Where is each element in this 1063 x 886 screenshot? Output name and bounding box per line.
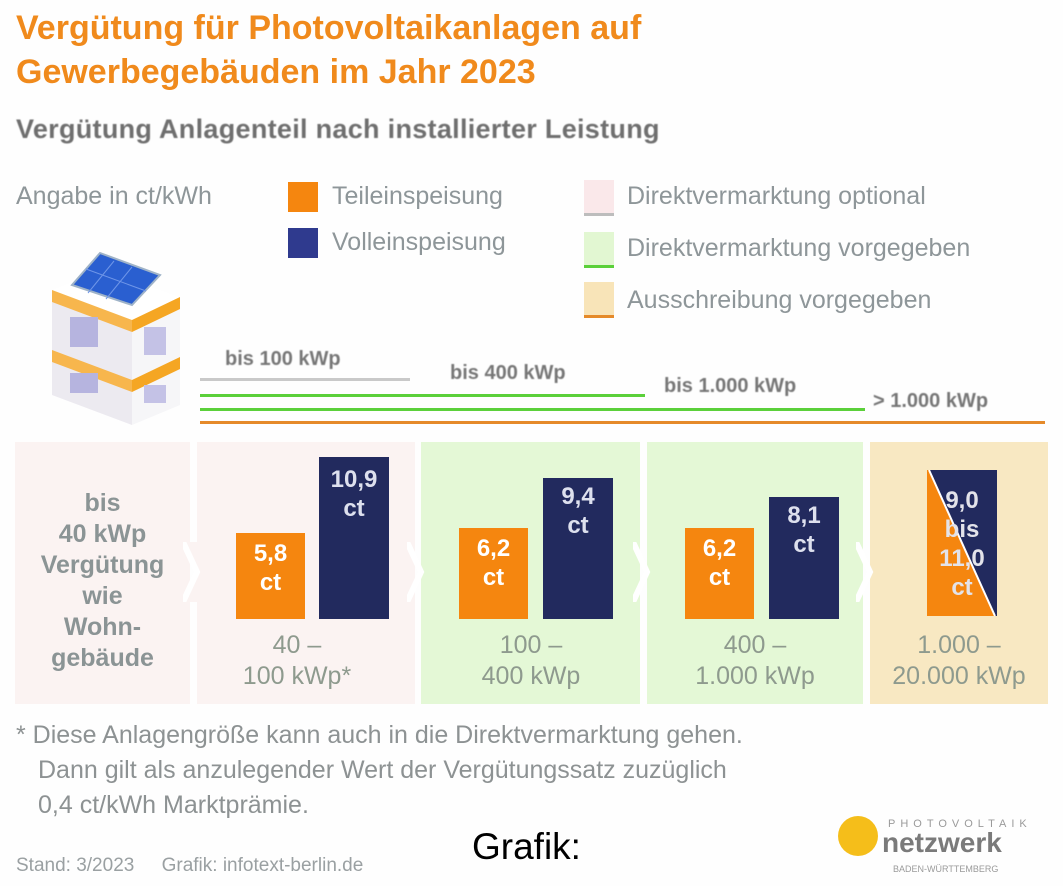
range-label: 400 –1.000 kWp xyxy=(695,631,815,690)
unit-label: Angabe in ct/kWh xyxy=(16,182,212,210)
chevron-arrow-icon xyxy=(183,542,213,602)
bracket-line-100 xyxy=(200,378,410,381)
bar-combined-label: 9,0 bis 11,0 ct xyxy=(939,487,985,601)
range-label: 40 –100 kWp* xyxy=(242,631,352,690)
graphic-source: Grafik: infotext-berlin.de xyxy=(161,855,364,876)
chart-subtitle: Vergütung Anlagenteil nach installierter… xyxy=(16,114,660,144)
panel-1-line: bis xyxy=(84,489,121,517)
footnote-line-1: * Diese Anlagengröße kann auch in die Di… xyxy=(16,721,743,749)
legend-swatch-ausschreibung xyxy=(584,282,614,316)
bar-teileinspeisung: 6,2 ct xyxy=(685,528,754,619)
legend-label-ausschreibung: Ausschreibung vorgegeben xyxy=(627,286,932,314)
legend-swatch-dv-optional xyxy=(584,180,614,214)
legend-swatch-volleinspeisung xyxy=(288,228,318,258)
grafik-label: Grafik: xyxy=(472,826,581,867)
range-label: 1.000 –20.000 kWp xyxy=(892,631,1026,690)
legend-swatch-dv-vorgegeben xyxy=(584,232,614,266)
panel-1-line: wie xyxy=(82,582,123,610)
bracket-label-400: bis 400 kWp xyxy=(450,362,566,384)
legend-label-volleinspeisung: Volleinspeisung xyxy=(332,228,506,256)
bracket-line-400 xyxy=(200,394,645,397)
bracket-line-1000 xyxy=(200,408,865,411)
panel-100-400-kwp: 6,2 ct 9,4 ct 100 –400 kWp xyxy=(407,442,640,704)
bracket-label-100: bis 100 kWp xyxy=(225,348,341,370)
footnote: * Diese Anlagengröße kann auch in die Di… xyxy=(16,718,743,823)
bracket-label-1000: bis 1.000 kWp xyxy=(664,375,797,397)
legend-line-dv-vorgegeben xyxy=(584,265,614,268)
bracket-label-over-1000: > 1.000 kWp xyxy=(873,390,989,412)
legend-label-dv-vorgegeben: Direktvermarktung vorgegeben xyxy=(627,234,971,262)
sun-icon xyxy=(838,816,878,856)
bracket-line-over-1000 xyxy=(200,421,1045,424)
bar-volleinspeisung: 10,9 ct xyxy=(319,457,389,619)
footnote-line-3: 0,4 ct/kWh Marktprämie. xyxy=(38,791,309,819)
building-solar-icon xyxy=(52,251,180,425)
logo-line-2: netzwerk xyxy=(882,827,1002,858)
stand-date: Stand: 3/2023 xyxy=(16,855,135,876)
title-line-2: Gewerbegebäuden im Jahr 2023 xyxy=(16,53,536,91)
legend-line-ausschreibung xyxy=(584,315,614,318)
chevron-arrow-icon xyxy=(633,542,651,602)
panel-1000-20000-kwp: 9,0 bis 11,0 ct 1.000 –20.000 kWp xyxy=(856,442,1048,704)
chevron-arrow-icon xyxy=(407,542,425,602)
bar-combined-split xyxy=(927,470,997,616)
panel-1-line: Wohn- xyxy=(63,613,142,641)
footnote-line-2: Dann gilt als anzulegender Wert der Verg… xyxy=(38,756,727,784)
legend-swatch-teileinspeisung xyxy=(288,182,318,212)
bar-teileinspeisung: 5,8 ct xyxy=(236,533,305,619)
legend-line-dv-optional xyxy=(584,213,614,216)
logo-line-3: BADEN-WÜRTTEMBERG xyxy=(893,864,999,874)
panel-400-1000-kwp: 6,2 ct 8,1 ct 400 –1.000 kWp xyxy=(633,442,863,704)
chart-title: Vergütung für Photovoltaikanlagen auf Ge… xyxy=(16,6,916,94)
title-line-1: Vergütung für Photovoltaikanlagen auf xyxy=(16,9,642,47)
chevron-arrow-icon xyxy=(856,542,874,602)
panel-1-line: Vergütung xyxy=(40,551,165,579)
panel-bis-40-kwp: bis 40 kWp Vergütung wie Wohn- gebäude xyxy=(15,442,190,704)
legend-label-teileinspeisung: Teileinspeisung xyxy=(332,182,503,210)
credits: Stand: 3/2023 Grafik: infotext-berlin.de xyxy=(16,855,363,877)
bar-volleinspeisung: 9,4 ct xyxy=(543,478,613,619)
panel-40-100-kwp: 5,8 ct 10,9 ct 40 –100 kWp* xyxy=(183,442,415,704)
panel-1-line: 40 kWp xyxy=(58,520,147,548)
bar-volleinspeisung: 8,1 ct xyxy=(769,497,839,619)
panel-1-line: gebäude xyxy=(51,644,154,672)
range-label: 100 –400 kWp xyxy=(481,631,581,690)
photovoltaik-netzwerk-logo: PHOTOVOLTAIK netzwerk BADEN-WÜRTTEMBERG xyxy=(838,812,1053,878)
bar-teileinspeisung: 6,2 ct xyxy=(459,528,528,619)
legend-label-dv-optional: Direktvermarktung optional xyxy=(627,182,926,210)
logo-line-1: PHOTOVOLTAIK xyxy=(888,818,1032,830)
